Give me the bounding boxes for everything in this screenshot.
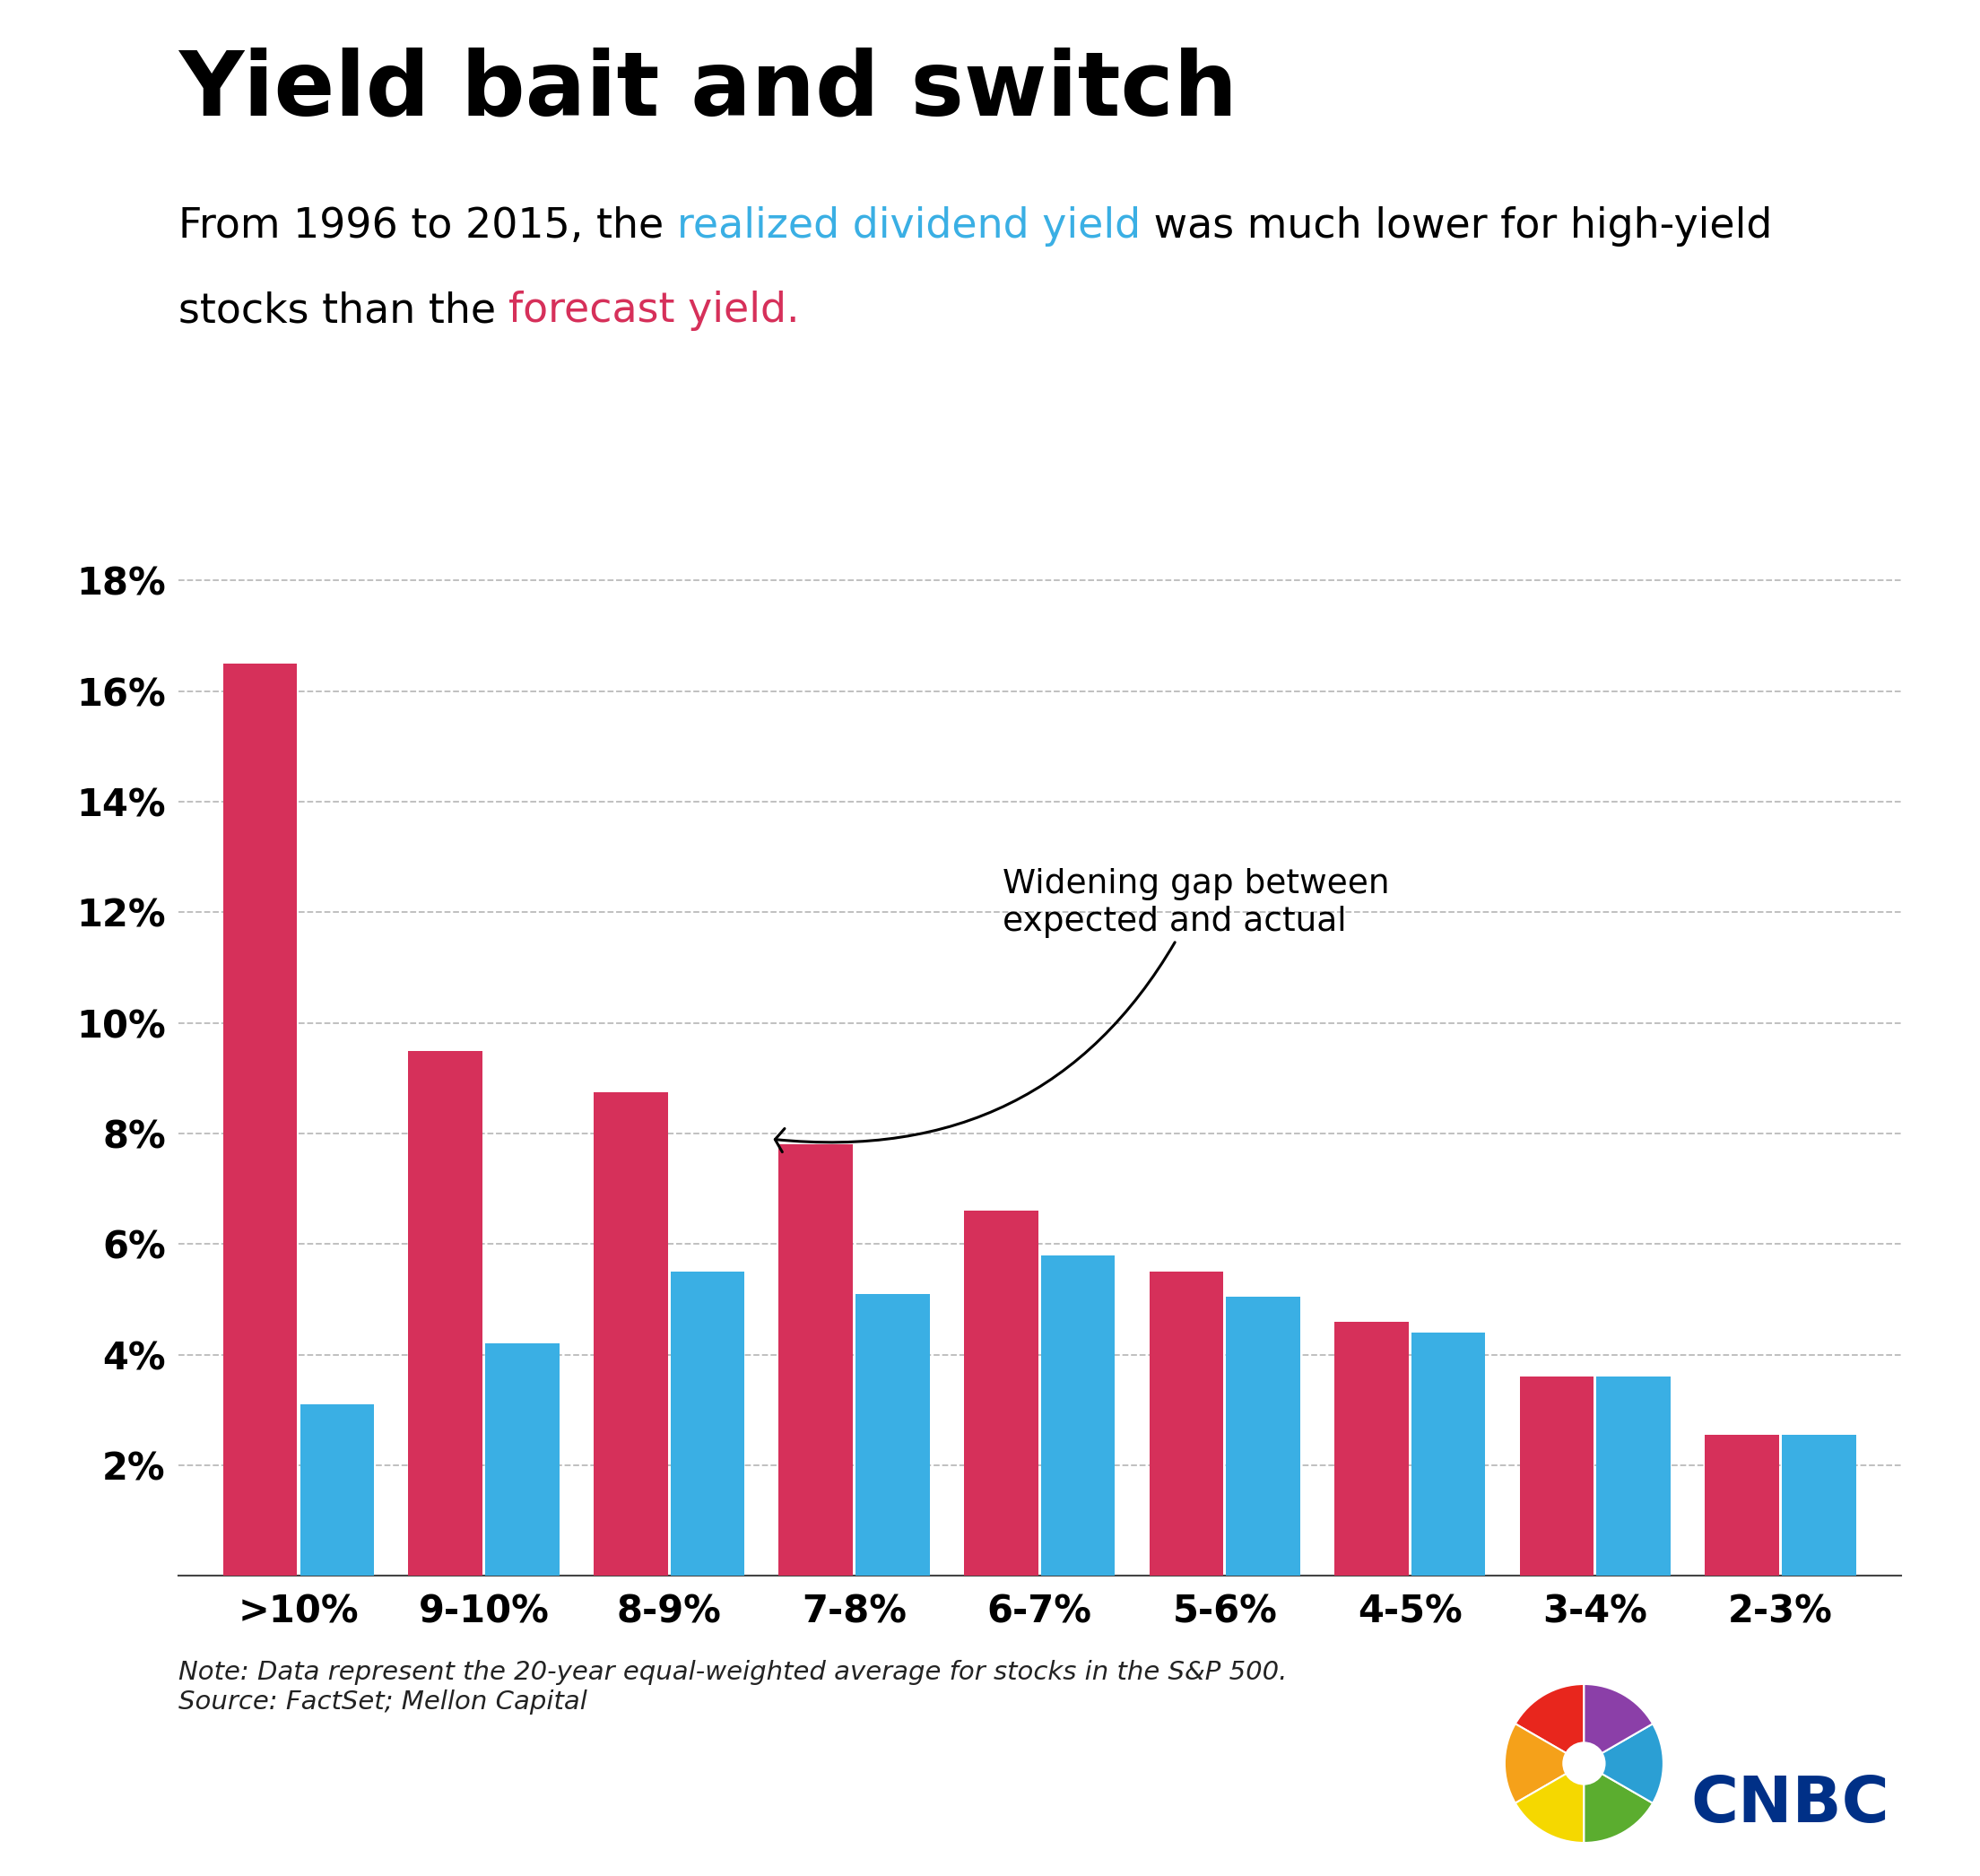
Bar	[485, 1343, 558, 1576]
Text: stocks than the: stocks than the	[178, 291, 509, 332]
Bar	[408, 1051, 483, 1576]
Wedge shape	[1584, 1724, 1663, 1803]
Text: realized dividend yield: realized dividend yield	[677, 206, 1140, 248]
Wedge shape	[1515, 1685, 1584, 1763]
Bar	[1148, 1272, 1224, 1576]
Text: Yield bait and switch: Yield bait and switch	[178, 47, 1238, 133]
Bar	[594, 1092, 667, 1576]
Bar	[1521, 1377, 1594, 1576]
Bar	[964, 1210, 1038, 1576]
Bar	[671, 1272, 744, 1576]
Bar	[1596, 1377, 1671, 1576]
Bar	[855, 1294, 931, 1576]
Text: was much lower for high-yield: was much lower for high-yield	[1140, 206, 1772, 248]
Wedge shape	[1584, 1685, 1653, 1763]
Bar	[1412, 1332, 1485, 1576]
Bar	[301, 1405, 374, 1576]
Bar	[1335, 1321, 1408, 1576]
Bar	[1226, 1296, 1301, 1576]
Wedge shape	[1505, 1724, 1584, 1803]
Wedge shape	[1515, 1763, 1584, 1842]
Bar	[1041, 1255, 1115, 1576]
Text: Note: Data represent the 20-year equal-weighted average for stocks in the S&P 50: Note: Data represent the 20-year equal-w…	[178, 1660, 1287, 1715]
Bar	[224, 664, 297, 1576]
Text: forecast yield.: forecast yield.	[509, 291, 800, 332]
Text: CNBC: CNBC	[1691, 1775, 1889, 1835]
Text: From 1996 to 2015, the: From 1996 to 2015, the	[178, 206, 677, 248]
Text: Widening gap between
expected and actual: Widening gap between expected and actual	[774, 869, 1390, 1152]
Circle shape	[1562, 1741, 1606, 1786]
Bar	[1782, 1435, 1855, 1576]
Bar	[778, 1144, 853, 1576]
Wedge shape	[1584, 1763, 1653, 1842]
Bar	[1705, 1435, 1778, 1576]
